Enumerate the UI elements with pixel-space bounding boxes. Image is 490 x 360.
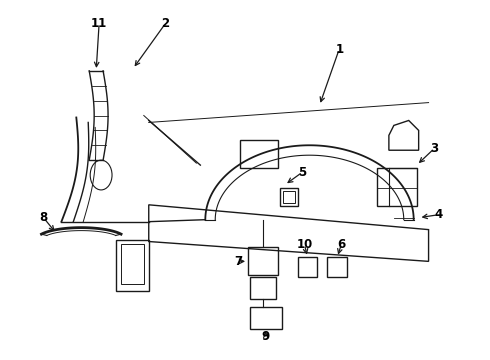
Text: 6: 6 — [337, 238, 345, 251]
Bar — [377, 168, 416, 206]
Bar — [283, 191, 294, 203]
Text: 5: 5 — [298, 166, 307, 179]
Text: 10: 10 — [296, 238, 313, 251]
Text: 8: 8 — [39, 211, 48, 224]
Bar — [327, 257, 347, 277]
Text: 3: 3 — [430, 142, 439, 155]
Text: 1: 1 — [335, 42, 343, 55]
Text: 2: 2 — [162, 17, 170, 30]
Bar — [240, 140, 278, 168]
Bar — [297, 257, 318, 277]
Text: 11: 11 — [91, 17, 107, 30]
Bar — [250, 307, 282, 329]
Text: 7: 7 — [234, 255, 242, 268]
Text: 4: 4 — [434, 208, 442, 221]
Bar — [280, 188, 297, 206]
Bar — [248, 247, 278, 275]
Text: 9: 9 — [262, 330, 270, 343]
Bar — [250, 277, 276, 299]
